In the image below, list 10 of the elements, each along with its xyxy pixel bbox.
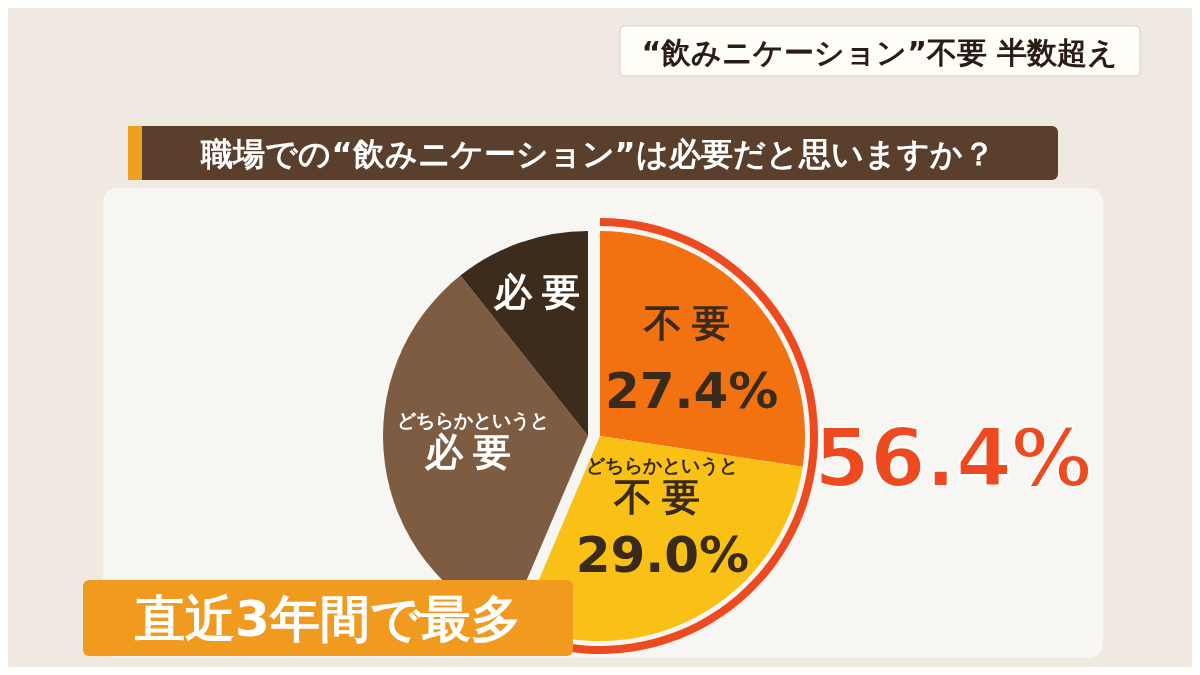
text: 56.4% (814, 412, 1092, 505)
slice-label: 必要 (493, 270, 591, 315)
slice-label: どちらかというと不要 (586, 453, 739, 519)
chart-title: 職場での“飲みニケーション”は必要だと思いますか？ (200, 135, 995, 173)
text: “飲みニケーション”不要 半数超え (641, 35, 1119, 70)
slice-label: 不要 (642, 300, 740, 345)
slice-label: どちらかというと必要 (396, 408, 549, 474)
data-label: 27.4% (604, 361, 779, 420)
text: 直近3年間で最多 (134, 590, 521, 648)
data-label: 29.0% (575, 525, 750, 584)
